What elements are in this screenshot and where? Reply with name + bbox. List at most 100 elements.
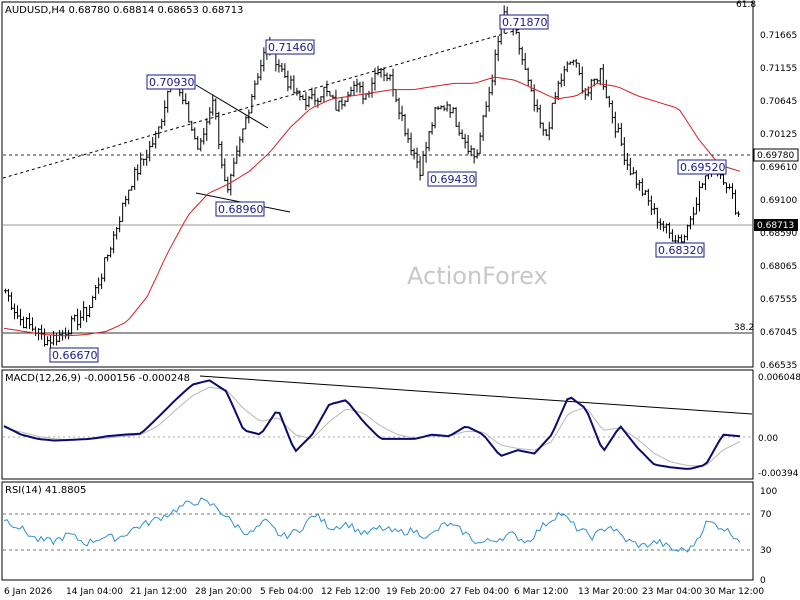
ohlc-bar: [106, 254, 110, 262]
ohlc-bar: [733, 189, 737, 215]
ohlc-bar: [412, 148, 416, 160]
ohlc-bar: [637, 180, 641, 191]
y-tick: 0.66535: [760, 361, 797, 371]
label-68320: 0.68320: [658, 244, 704, 257]
ohlc-bar: [595, 78, 599, 84]
ohlc-bar: [214, 98, 218, 120]
top-fib-label: 61.8: [736, 0, 756, 10]
rsi-y-tick: 100: [760, 487, 777, 497]
ohlc-bar: [307, 95, 311, 108]
ohlc-bar: [352, 81, 356, 96]
x-tick: 14 Jan 04:00: [66, 587, 123, 597]
ohlc-bar: [460, 129, 464, 139]
ohlc-bar: [139, 152, 143, 175]
ohlc-bar: [415, 147, 419, 169]
y-tick: 0.70125: [760, 130, 797, 140]
ohlc-bar: [685, 224, 689, 241]
ohlc-bar: [217, 111, 221, 150]
ohlc-bar: [466, 135, 470, 155]
label-69430: 0.69430: [430, 173, 476, 186]
ohlc-bar: [31, 317, 35, 332]
ohlc-bar: [379, 68, 383, 78]
ohlc-bar: [289, 75, 293, 90]
label-box: [215, 201, 265, 217]
ohlc-bar: [439, 105, 443, 110]
ohlc-bar: [619, 122, 623, 147]
ohlc-bar: [730, 183, 734, 199]
ohlc-bar: [688, 215, 692, 230]
ohlc-bar: [397, 97, 401, 120]
y-tick: 0.67045: [760, 328, 797, 338]
ohlc-bar: [94, 284, 98, 301]
y-tick: 0.68065: [760, 262, 797, 272]
ohlc-bar: [256, 72, 260, 85]
ohlc-bar: [562, 65, 566, 86]
ohlc-bar: [259, 59, 263, 81]
ohlc-bar: [418, 156, 422, 181]
ohlc-bar: [442, 105, 446, 112]
macd-line: [3, 379, 741, 470]
ohlc-bar: [13, 303, 17, 320]
ohlc-bar: [433, 106, 437, 129]
ohlc-bar: [58, 330, 62, 343]
ohlc-bar: [79, 310, 83, 328]
ohlc-bar: [601, 63, 605, 90]
ohlc-bar: [244, 115, 248, 130]
ohlc-bar: [388, 73, 392, 81]
channel-line-top: [195, 84, 269, 129]
ohlc-bar: [622, 137, 626, 166]
ohlc-bar: [277, 59, 281, 73]
ohlc-bar: [667, 222, 671, 239]
ohlc-bar: [340, 96, 344, 110]
ohlc-bar: [643, 190, 647, 196]
macd-y-tick: 0.006048: [758, 373, 800, 383]
ohlc-bar: [661, 220, 665, 232]
ohlc-bar: [355, 78, 359, 93]
ohlc-bar: [112, 231, 116, 254]
ohlc-bar: [19, 308, 23, 326]
label-66670: 0.66670: [52, 349, 98, 362]
ohlc-bar: [313, 89, 317, 106]
ohlc-bar: [28, 313, 32, 330]
ohlc-bar: [529, 79, 533, 92]
ohlc-bar: [133, 167, 137, 190]
ohlc-bar: [238, 136, 242, 157]
x-tick: 19 Feb 20:00: [386, 587, 445, 597]
ohlc-bar: [400, 105, 404, 122]
ohlc-bar: [598, 67, 602, 86]
x-tick: 5 Feb 04:00: [260, 587, 314, 597]
label-box: [49, 347, 99, 363]
ohlc-bar: [697, 181, 701, 212]
ohlc-bar: [421, 150, 425, 176]
ohlc-bar: [202, 127, 206, 145]
ohlc-bar: [544, 128, 548, 137]
ohlc-bar: [115, 226, 119, 240]
ohlc-bar: [154, 131, 158, 149]
ohlc-bar: [652, 203, 656, 215]
ohlc-bar: [283, 63, 287, 78]
ohlc-bar: [220, 141, 224, 169]
ohlc-bar: [517, 31, 521, 55]
ohlc-bar: [700, 182, 704, 189]
moving-average-line: [3, 76, 741, 337]
x-tick: 27 Feb 04:00: [450, 587, 509, 597]
ohlc-bar: [16, 305, 20, 319]
x-axis: 6 Jan 2026 14 Jan 04:00 21 Jan 12:00 28 …: [4, 587, 764, 597]
ohlc-bar: [550, 102, 554, 130]
ohlc-bar: [382, 67, 386, 82]
ohlc-bar: [670, 229, 674, 242]
ohlc-bar: [328, 90, 332, 97]
ohlc-bar: [703, 175, 707, 191]
x-tick: 30 Mar 12:00: [704, 587, 764, 597]
ohlc-bar: [625, 152, 629, 171]
fib-38-label: 38.2: [734, 323, 754, 333]
ohlc-bar: [628, 157, 632, 176]
label-71870: 0.71870: [502, 16, 548, 29]
rsi-header: RSI(14) 41.8805: [5, 485, 86, 496]
ohlc-bar: [646, 188, 650, 206]
ohlc-bar: [337, 100, 341, 112]
ohlc-bar: [325, 80, 329, 97]
ohlc-bar: [427, 130, 431, 152]
ohlc-bar: [586, 86, 590, 97]
ohlc-bar: [448, 104, 452, 118]
